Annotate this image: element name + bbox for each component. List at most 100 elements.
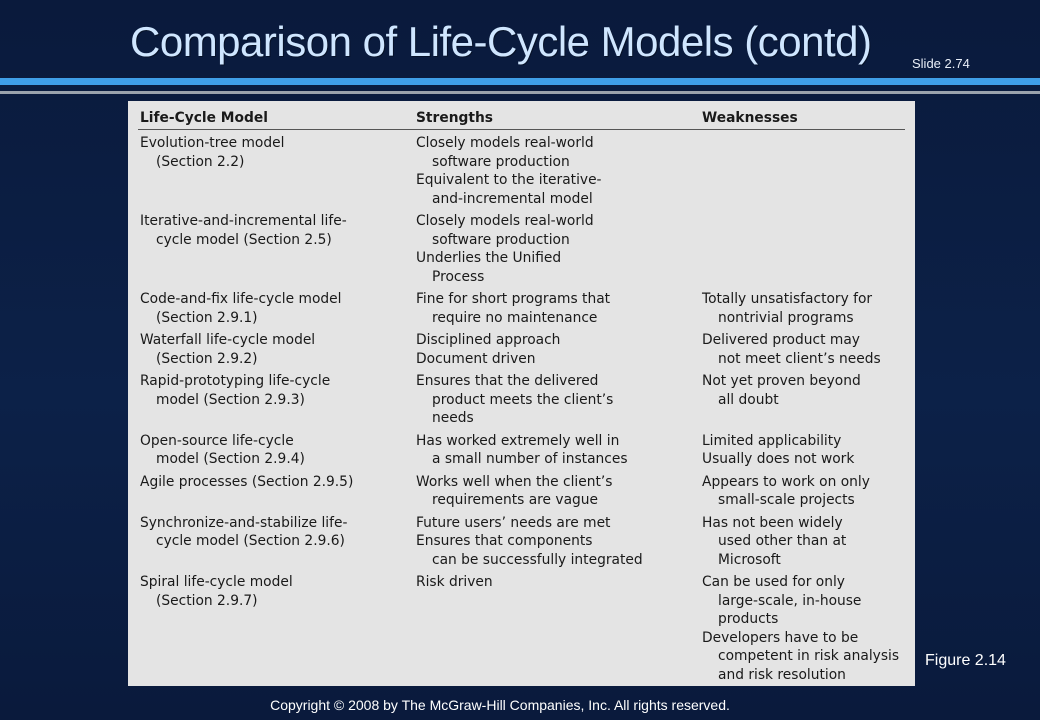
figure-label: Figure 2.14 bbox=[925, 652, 1006, 669]
cell-text: (Section 2.9.1) bbox=[156, 309, 258, 326]
cell-text: Closely models real-world bbox=[416, 135, 594, 151]
cell-text: Code-and-fix life-cycle model bbox=[140, 291, 342, 307]
cell-text: nontrivial programs bbox=[718, 309, 854, 326]
cell-weaknesses: Delivered product may not meet client’s n… bbox=[700, 329, 905, 370]
comparison-table: Life-Cycle Model Strengths Weaknesses Ev… bbox=[138, 105, 905, 686]
cell-text: Future users’ needs are met bbox=[416, 514, 611, 531]
cell-strengths: Fine for short programs that require no m… bbox=[414, 288, 700, 329]
cell-text: Open-source life-cycle bbox=[140, 432, 294, 449]
table-row: Iterative-and-incremental life-cycle mod… bbox=[138, 210, 905, 288]
cell-text: Has worked extremely well in bbox=[416, 432, 620, 449]
title-underline-bar bbox=[0, 78, 1040, 85]
cell-text: needs bbox=[432, 410, 474, 426]
slide-number: Slide 2.74 bbox=[912, 56, 970, 71]
cell-strengths: Has worked extremely well in a small numb… bbox=[414, 430, 700, 471]
cell-text: Appears to work on only bbox=[702, 473, 870, 490]
cell-text: (Section 2.2) bbox=[156, 153, 245, 170]
cell-text: Document driven bbox=[416, 350, 536, 367]
cell-model: Code-and-fix life-cycle model (Section 2.… bbox=[138, 288, 414, 329]
cell-model: Rapid-prototyping life-cycle model (Secti… bbox=[138, 370, 414, 430]
table-body: Evolution-tree model (Section 2.2) Closely… bbox=[138, 130, 905, 687]
cell-text: Works well when the client’s bbox=[416, 473, 613, 490]
cell-model: Waterfall life-cycle model (Section 2.9.2… bbox=[138, 329, 414, 370]
cell-text: large-scale, in-house bbox=[718, 592, 862, 609]
table-row: Evolution-tree model (Section 2.2) Closely… bbox=[138, 130, 905, 211]
cell-model: Spiral life-cycle model (Section 2.9.7) bbox=[138, 571, 414, 686]
cell-text: can be successfully integrated bbox=[432, 551, 643, 568]
cell-text: competent in risk analysis bbox=[718, 648, 900, 664]
cell-text: software production bbox=[432, 231, 570, 248]
cell-text: and risk resolution bbox=[718, 666, 846, 683]
cell-text: a small number of instances bbox=[432, 451, 628, 467]
header-weaknesses: Weaknesses bbox=[700, 105, 905, 130]
cell-text: Rapid-prototyping life-cycle bbox=[140, 373, 331, 389]
cell-text: Underlies the Unified bbox=[416, 250, 562, 266]
cell-weaknesses: Appears to work on only small-scale proje… bbox=[700, 471, 905, 512]
cell-text: Evolution-tree model bbox=[140, 135, 285, 151]
cell-model: Open-source life-cycle model (Section 2.9… bbox=[138, 430, 414, 471]
cell-strengths: Closely models real-world software produc… bbox=[414, 130, 700, 211]
cell-strengths: Ensures that the delivered product meets … bbox=[414, 370, 700, 430]
cell-model: Agile processes (Section 2.9.5) bbox=[138, 471, 414, 512]
cell-weaknesses: Limited applicability Usually does not wo… bbox=[700, 430, 905, 471]
cell-text: Usually does not work bbox=[702, 451, 855, 467]
cell-text: Ensures that the delivered bbox=[416, 373, 599, 389]
cell-text: product meets the client’s bbox=[432, 391, 614, 408]
table-header-row: Life-Cycle Model Strengths Weaknesses bbox=[138, 105, 905, 130]
cell-text: Process bbox=[432, 268, 485, 285]
cell-text: (Section 2.9.7) bbox=[156, 592, 258, 609]
comparison-table-panel: Life-Cycle Model Strengths Weaknesses Ev… bbox=[128, 101, 915, 686]
header-strengths: Strengths bbox=[414, 105, 700, 130]
cell-text: Developers have to be bbox=[702, 629, 859, 646]
header-model: Life-Cycle Model bbox=[138, 105, 414, 130]
cell-strengths: Future users’ needs are met Ensures that … bbox=[414, 512, 700, 572]
cell-text: Synchronize-and-stabilize life- bbox=[140, 514, 348, 531]
cell-text: used other than at bbox=[718, 533, 847, 549]
table-row: Waterfall life-cycle model (Section 2.9.2… bbox=[138, 329, 905, 370]
cell-strengths: Closely models real-world software produc… bbox=[414, 210, 700, 288]
table-row: Agile processes (Section 2.9.5) Works wel… bbox=[138, 471, 905, 512]
cell-text: Iterative-and-incremental life- bbox=[140, 213, 347, 229]
cell-text: Fine for short programs that bbox=[416, 291, 611, 307]
cell-text: Waterfall life-cycle model bbox=[140, 332, 316, 348]
table-row: Open-source life-cycle model (Section 2.9… bbox=[138, 430, 905, 471]
cell-text: not meet client’s needs bbox=[718, 350, 881, 367]
slide-title: Comparison of Life-Cycle Models (contd) bbox=[130, 18, 872, 65]
title-divider-line bbox=[0, 91, 1040, 94]
cell-text: all doubt bbox=[718, 391, 779, 408]
cell-text: Has not been widely bbox=[702, 514, 843, 531]
cell-text: requirements are vague bbox=[432, 492, 599, 508]
cell-text: small-scale projects bbox=[718, 492, 855, 508]
cell-text: Equivalent to the iterative- bbox=[416, 172, 602, 188]
cell-strengths: Disciplined approach Document driven bbox=[414, 329, 700, 370]
table-row: Code-and-fix life-cycle model (Section 2.… bbox=[138, 288, 905, 329]
cell-model: Iterative-and-incremental life-cycle mod… bbox=[138, 210, 414, 288]
cell-weaknesses: Can be used for only large-scale, in-hous… bbox=[700, 571, 905, 686]
table-row: Rapid-prototyping life-cycle model (Secti… bbox=[138, 370, 905, 430]
cell-text: Limited applicability bbox=[702, 432, 842, 449]
cell-model: Evolution-tree model (Section 2.2) bbox=[138, 130, 414, 211]
cell-weaknesses: Totally unsatisfactory for nontrivial pro… bbox=[700, 288, 905, 329]
cell-weaknesses bbox=[700, 210, 905, 288]
cell-text: Disciplined approach bbox=[416, 332, 561, 348]
cell-text: Totally unsatisfactory for bbox=[702, 291, 873, 307]
copyright-notice: Copyright © 2008 by The McGraw-Hill Comp… bbox=[270, 697, 730, 713]
cell-text: Microsoft bbox=[718, 551, 781, 568]
cell-text: products bbox=[718, 611, 779, 627]
cell-text: software production bbox=[432, 153, 570, 170]
cell-weaknesses: Not yet proven beyond all doubt bbox=[700, 370, 905, 430]
cell-strengths: Works well when the client’s requirements… bbox=[414, 471, 700, 512]
cell-weaknesses: Has not been widely used other than at Mic… bbox=[700, 512, 905, 572]
cell-text: Closely models real-world bbox=[416, 213, 594, 229]
cell-text: Ensures that components bbox=[416, 533, 593, 549]
cell-weaknesses bbox=[700, 130, 905, 211]
cell-text: cycle model (Section 2.9.6) bbox=[156, 533, 345, 549]
cell-text: (Section 2.9.2) bbox=[156, 350, 258, 367]
cell-strengths: Risk driven bbox=[414, 571, 700, 686]
cell-text: Spiral life-cycle model bbox=[140, 574, 293, 590]
cell-text: and-incremental model bbox=[432, 190, 593, 207]
cell-text: model (Section 2.9.3) bbox=[156, 391, 305, 408]
cell-text: Not yet proven beyond bbox=[702, 373, 861, 389]
cell-text: Agile processes (Section 2.9.5) bbox=[140, 473, 354, 490]
cell-text: model (Section 2.9.4) bbox=[156, 451, 305, 467]
